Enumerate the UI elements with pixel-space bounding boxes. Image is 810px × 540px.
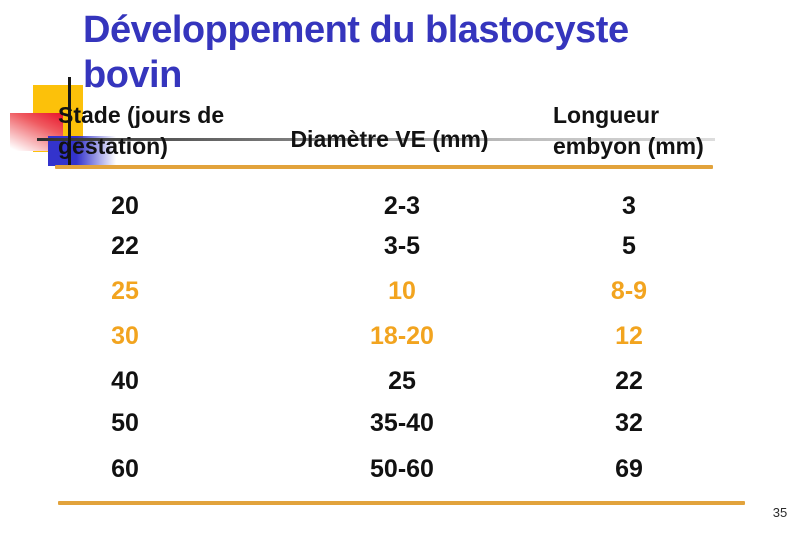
cell-diametre: 35-40	[370, 409, 434, 437]
deco-blue-square	[48, 136, 116, 166]
cell-diametre: 3-5	[383, 232, 421, 260]
cell-stade: 60	[111, 455, 139, 483]
slide-title-line2: bovin	[83, 54, 182, 96]
header-divider-line	[55, 165, 713, 169]
cell-longueur: 12	[615, 322, 643, 350]
slide-title: Développement du blastocyste bovin	[83, 8, 629, 98]
cell-longueur: 5	[622, 232, 636, 260]
cell-longueur: 3	[622, 192, 636, 220]
page-number: 35	[772, 505, 788, 520]
table-row: 60 50-60 69	[0, 455, 810, 483]
column-header-longueur-line2: embyon (mm)	[553, 133, 704, 159]
bottom-divider-line	[58, 501, 745, 505]
cell-longueur: 22	[615, 367, 643, 395]
cell-diametre: 18-20	[370, 322, 434, 350]
slide-title-line1: Développement du blastocyste	[83, 9, 629, 51]
cell-diametre: 25	[388, 367, 416, 395]
cell-stade: 22	[111, 232, 139, 260]
cell-stade: 30	[111, 322, 139, 350]
column-header-longueur-line1: Longueur	[553, 102, 660, 128]
cell-stade: 25	[111, 277, 139, 305]
cell-stade: 50	[111, 409, 139, 437]
column-header-stade: Stade (jours de gestation)	[58, 100, 278, 162]
cell-diametre: 10	[388, 277, 416, 305]
table-row: 20 2-3 3	[0, 192, 810, 220]
column-header-diametre: Diamètre VE (mm)	[290, 126, 489, 152]
cell-longueur: 32	[615, 409, 643, 437]
cell-diametre: 50-60	[370, 455, 434, 483]
deco-vertical-line	[68, 77, 71, 165]
table-row: 50 35-40 32	[0, 409, 810, 437]
cell-diametre: 2-3	[383, 192, 421, 220]
table-row-highlighted: 30 18-20 12	[0, 322, 810, 350]
cell-longueur: 8-9	[610, 277, 648, 305]
cell-stade: 40	[111, 367, 139, 395]
deco-horizontal-line	[37, 138, 715, 141]
column-header-stade-line2: gestation)	[58, 133, 168, 159]
table-row: 22 3-5 5	[0, 232, 810, 260]
table-row: 40 25 22	[0, 367, 810, 395]
cell-stade: 20	[111, 192, 139, 220]
column-header-longueur: Longueur embyon (mm)	[553, 100, 728, 162]
cell-longueur: 69	[615, 455, 643, 483]
column-header-stade-line1: Stade (jours de	[58, 102, 225, 128]
table-row-highlighted: 25 10 8-9	[0, 277, 810, 305]
